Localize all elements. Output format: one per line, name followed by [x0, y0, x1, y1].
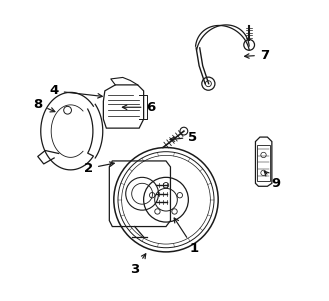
- Text: 4: 4: [50, 84, 102, 98]
- Text: 8: 8: [33, 98, 55, 112]
- Text: 1: 1: [174, 218, 199, 256]
- Text: 3: 3: [130, 254, 146, 276]
- Text: 2: 2: [84, 162, 114, 175]
- Text: 6: 6: [122, 101, 156, 114]
- Text: 9: 9: [264, 171, 281, 190]
- Text: 5: 5: [170, 131, 197, 144]
- Text: 7: 7: [245, 48, 269, 62]
